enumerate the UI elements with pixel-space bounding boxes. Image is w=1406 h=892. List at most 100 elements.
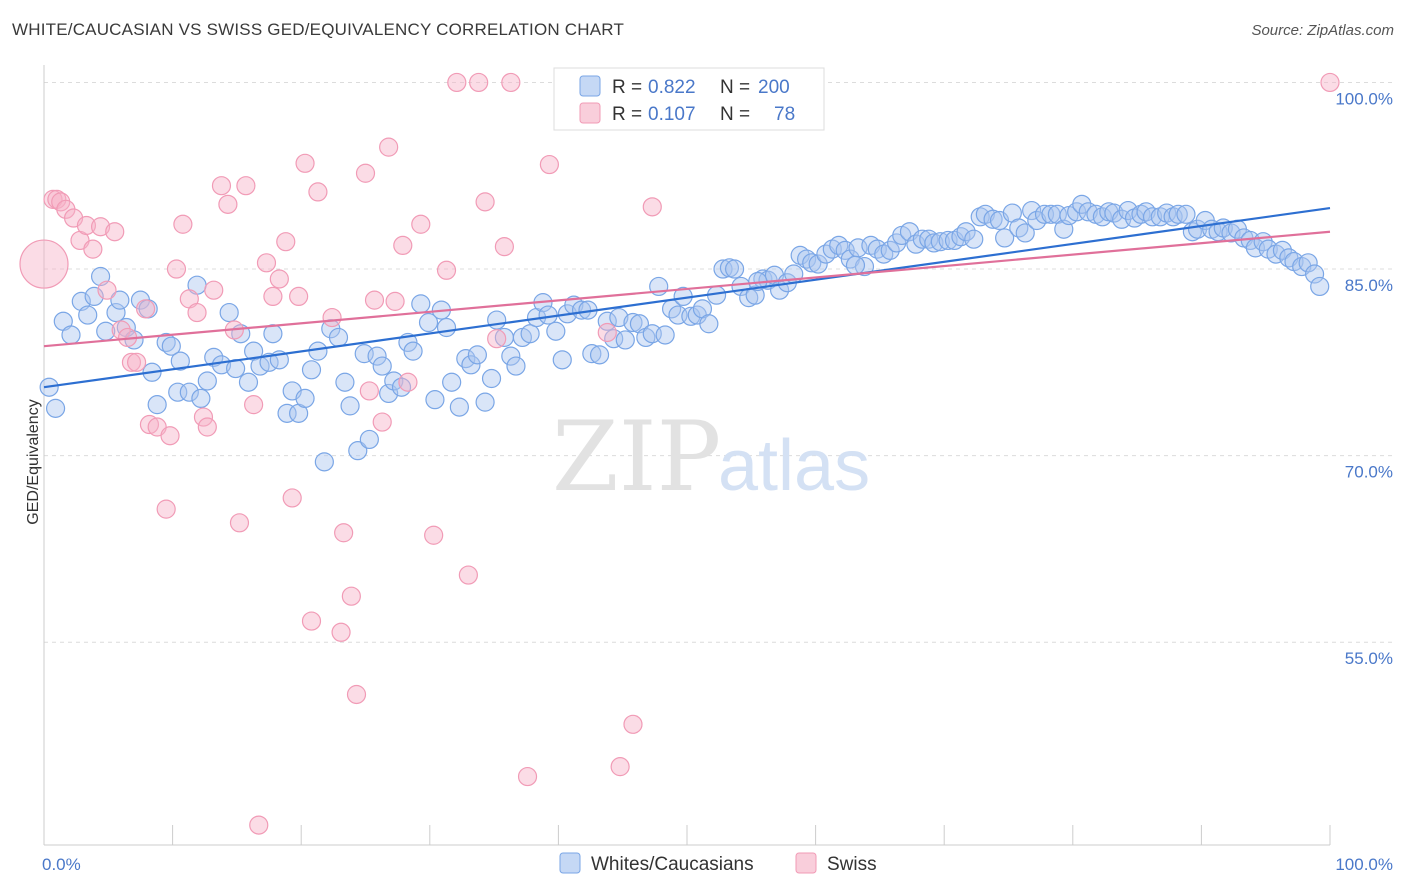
point-whites bbox=[197, 371, 217, 391]
trend-line-swiss bbox=[43, 230, 1331, 348]
point-whites bbox=[436, 317, 457, 338]
point-whites bbox=[384, 371, 404, 391]
point-whites bbox=[546, 321, 566, 341]
point-whites bbox=[335, 372, 355, 392]
point-whites bbox=[609, 307, 629, 328]
source-label: Source: ZipAtlas.com bbox=[1251, 22, 1394, 39]
point-whites bbox=[170, 351, 190, 371]
point-swiss bbox=[494, 237, 514, 257]
point-swiss bbox=[187, 302, 207, 323]
point-whites bbox=[219, 302, 239, 323]
point-whites bbox=[582, 344, 602, 364]
point-swiss bbox=[211, 176, 232, 196]
point-whites bbox=[699, 314, 719, 334]
point-swiss bbox=[218, 194, 238, 214]
point-swiss bbox=[139, 414, 160, 435]
point-swiss bbox=[1320, 72, 1340, 93]
point-swiss bbox=[308, 182, 328, 202]
point-whites bbox=[1104, 203, 1124, 223]
point-swiss bbox=[76, 215, 97, 236]
point-whites bbox=[802, 253, 822, 273]
point-whites bbox=[919, 229, 939, 249]
point-whites bbox=[78, 305, 98, 325]
point-swiss bbox=[204, 280, 224, 300]
point-whites bbox=[1092, 207, 1112, 227]
point-whites bbox=[956, 222, 976, 242]
point-whites bbox=[995, 228, 1015, 248]
point-swiss bbox=[364, 290, 385, 310]
y-tick-label: 70.0% bbox=[1345, 463, 1393, 482]
point-swiss bbox=[135, 299, 156, 319]
point-whites bbox=[1142, 207, 1163, 227]
point-whites bbox=[615, 330, 635, 350]
chart-title: WHITE/CAUCASIAN VS SWISS GED/EQUIVALENCY… bbox=[12, 20, 625, 39]
legend-n-value-whites: 200 bbox=[758, 77, 790, 98]
point-whites bbox=[808, 254, 828, 274]
legend-swatch-whites bbox=[579, 75, 601, 97]
point-whites bbox=[238, 372, 259, 392]
point-swiss bbox=[642, 197, 662, 217]
point-whites bbox=[161, 336, 181, 356]
point-whites bbox=[418, 312, 439, 333]
point-whites bbox=[308, 341, 328, 361]
point-whites bbox=[487, 310, 507, 330]
point-whites bbox=[179, 382, 199, 402]
point-whites bbox=[403, 341, 423, 361]
data-points bbox=[19, 72, 1340, 835]
point-swiss bbox=[372, 412, 392, 432]
point-swiss bbox=[475, 192, 495, 212]
point-swiss bbox=[379, 137, 399, 157]
point-whites bbox=[295, 388, 315, 409]
point-swiss bbox=[276, 232, 296, 252]
point-swiss bbox=[424, 525, 444, 545]
point-whites bbox=[475, 392, 495, 412]
point-swiss bbox=[236, 176, 256, 196]
point-whites bbox=[372, 356, 392, 376]
point-swiss bbox=[83, 239, 103, 259]
point-swiss bbox=[244, 395, 264, 415]
point-swiss bbox=[126, 352, 147, 372]
point-whites bbox=[277, 403, 297, 423]
point-whites bbox=[520, 324, 540, 344]
point-swiss bbox=[341, 586, 361, 606]
legend-r-label-whites: R = bbox=[612, 77, 642, 98]
point-whites bbox=[1310, 276, 1330, 297]
point-whites bbox=[110, 290, 130, 310]
point-swiss bbox=[359, 381, 379, 401]
tick-labels: 100.0% 85.0% 70.0% 55.0% 0.0% 100.0% bbox=[42, 89, 1393, 874]
point-whites bbox=[964, 229, 984, 249]
point-whites bbox=[796, 249, 817, 269]
point-whites bbox=[501, 346, 521, 366]
y-tick-label: 55.0% bbox=[1345, 649, 1393, 668]
point-whites bbox=[924, 233, 944, 253]
point-swiss bbox=[295, 153, 315, 173]
watermark-atlas: atlas bbox=[718, 426, 870, 506]
point-whites bbox=[456, 349, 476, 369]
point-swiss bbox=[623, 714, 643, 734]
point-whites bbox=[367, 346, 387, 366]
point-swiss bbox=[517, 766, 538, 787]
point-whites bbox=[191, 388, 211, 409]
point-swiss bbox=[355, 163, 376, 183]
bottom-legend-swatch-whites bbox=[559, 852, 581, 874]
point-swiss bbox=[97, 280, 117, 300]
point-whites bbox=[552, 350, 572, 370]
point-whites bbox=[724, 259, 745, 279]
point-whites bbox=[1304, 264, 1325, 284]
point-whites bbox=[106, 302, 126, 323]
point-swiss bbox=[334, 523, 354, 543]
point-swiss bbox=[436, 260, 457, 280]
legend-n-label-whites: N = bbox=[720, 77, 750, 98]
x-tick-label: 100.0% bbox=[1335, 855, 1393, 874]
point-whites bbox=[156, 332, 176, 353]
point-whites bbox=[1009, 218, 1029, 238]
point-swiss bbox=[229, 513, 250, 533]
point-swiss bbox=[160, 426, 180, 446]
point-whites bbox=[449, 397, 469, 417]
point-whites bbox=[442, 372, 462, 392]
watermark-zip: ZIP bbox=[552, 401, 721, 513]
point-swiss bbox=[398, 372, 418, 392]
point-swiss bbox=[610, 757, 630, 777]
point-swiss bbox=[411, 214, 431, 234]
point-swiss bbox=[458, 565, 478, 585]
